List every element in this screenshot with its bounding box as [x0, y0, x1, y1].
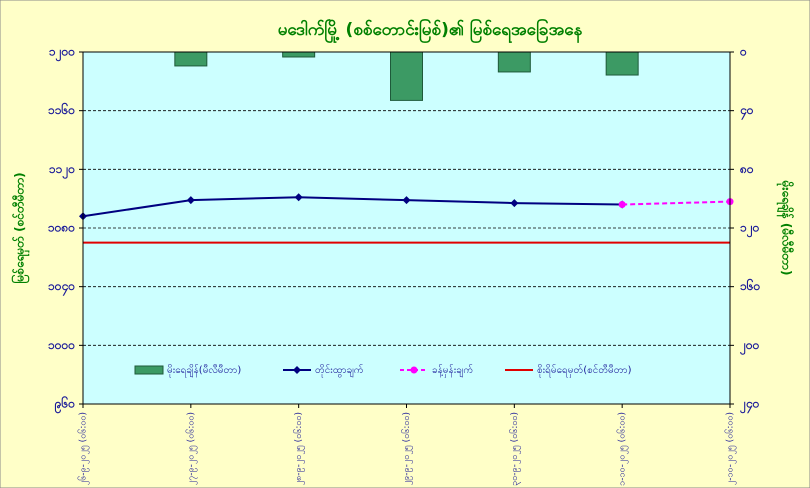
- y2-tick-label: ၈၀: [739, 162, 754, 176]
- x-tick-label: ၁-၁၀-၂၀၂၅ (၀၆:၀၀): [617, 412, 629, 486]
- chart-title: မဒေါက်မြို့ (စစ်တောင်းမြစ်)၏ မြစ်ရေအခြေအ…: [278, 17, 583, 44]
- y2-tick-label: ၁၂၀: [740, 221, 760, 239]
- y-tick-label: ၁၁၂၀: [49, 162, 75, 180]
- legend-swatch: [134, 365, 164, 375]
- point: [402, 196, 411, 205]
- y-tick-label: ၁၀၈၀: [48, 221, 75, 235]
- line: [622, 200, 731, 206]
- y2-tick-label: ၄၀: [739, 103, 754, 121]
- bar: [174, 51, 208, 67]
- bar: [605, 51, 639, 76]
- legend-marker: [410, 366, 418, 374]
- point: [510, 199, 519, 208]
- x-tick-label: ၃၀-၉-၂၀၂၅ (၀၆:၀၀): [509, 412, 521, 486]
- x-tick-label: ၂၆-၉-၂၀၂၅ (၀၆:၀၀): [78, 412, 90, 485]
- x-tick-label: ၂၉-၉-၂၀၂၅ (၀၆:၀၀): [401, 412, 413, 485]
- plot-border: [82, 51, 731, 405]
- bar: [390, 51, 423, 101]
- y2-tick-label: ၂၀၀: [739, 338, 760, 356]
- legend-label: တိုင်းထွာချက်: [315, 363, 364, 378]
- x-tick-label: ၂၇-၉-၂၀၂၅ (၀၆:၀၀): [185, 412, 197, 485]
- y2-tick-label: ၁၆၀: [740, 277, 761, 293]
- legend-label: ခန့်မှန်းချက်: [432, 363, 473, 378]
- y2-tick-label: ၂၄၀: [739, 397, 760, 415]
- y-tick-label: ၁၁၆၀: [48, 101, 75, 117]
- legend-label: စိုးရိမ်ရေမှတ်(စင်တီမီတာ): [537, 363, 632, 378]
- y-axis-title: မြစ်ရေမှတ် (စင်တီမီတာ): [10, 172, 31, 283]
- y-tick-label: ၁၂၀၀: [49, 45, 75, 63]
- y2-axis-title: မိုးရေချိန် (မီလီမီတာ): [776, 180, 796, 276]
- y-tick-label: ၁၀၀၀: [48, 338, 75, 352]
- y2-tick-label: ၀: [739, 45, 747, 59]
- bar: [497, 51, 531, 73]
- bar: [282, 51, 316, 58]
- legend-label: မိုးရေချိန်(မီလီမီတာ): [167, 363, 241, 378]
- x-tick-label: ၂-၁၀-၂၀၂၅ (၀၆:၀၀): [725, 412, 737, 485]
- point: [186, 196, 195, 205]
- x-tick-label: ၂၈-၉-၂၀၂၅ (၀၆:၀၀): [293, 412, 305, 485]
- y-tick-label: ၉၆၀: [54, 395, 76, 415]
- point: [294, 193, 303, 202]
- line: [82, 196, 623, 218]
- y-tick-label: ၁၀၄၀: [48, 279, 75, 297]
- point: [618, 201, 626, 209]
- legend-marker: [293, 366, 301, 374]
